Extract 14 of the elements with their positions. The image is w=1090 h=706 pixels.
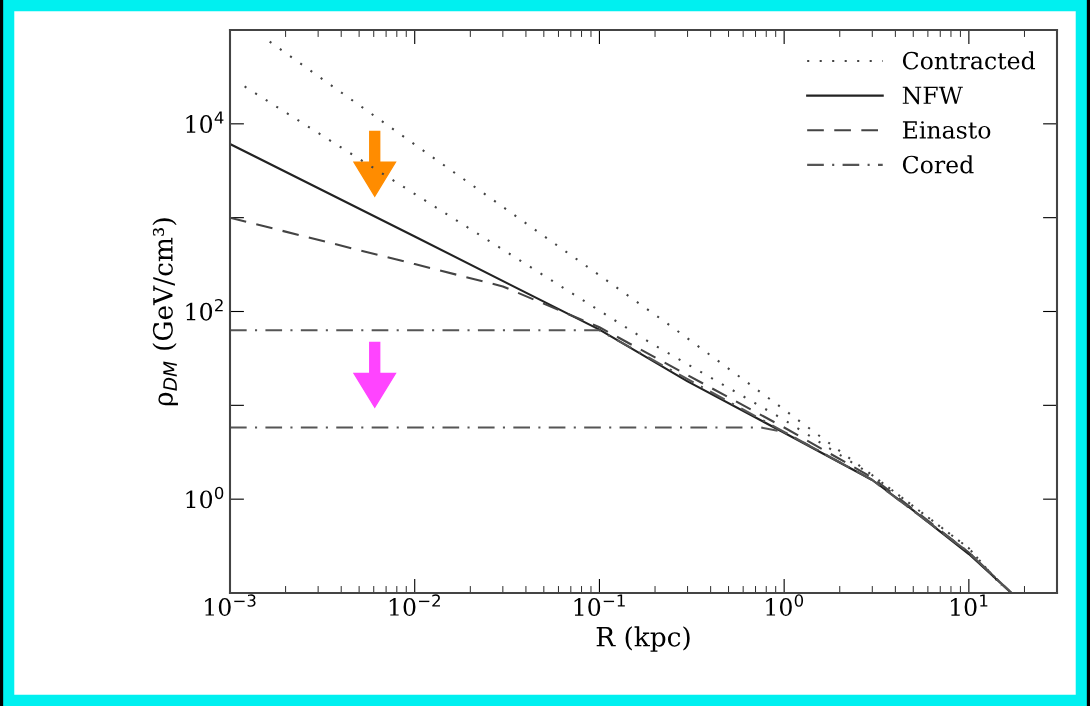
legend-label: Cored (902, 155, 974, 174)
legend-label: Contracted (902, 51, 1036, 70)
y-axis-title: ρ$_{DM}$ (GeV/cm³) (152, 218, 178, 406)
x-tick-label: 10$^{1}$ (950, 594, 988, 616)
y-tick-label: 10$^{2}$ (186, 298, 223, 321)
legend-label: NFW (902, 86, 963, 105)
x-axis-title: R (kpc) (596, 626, 690, 652)
y-tick-label: 10$^{4}$ (186, 111, 224, 133)
x-tick-label: 10$^{−1}$ (574, 594, 625, 616)
x-tick-label: 10$^{−2}$ (389, 594, 440, 616)
y-tick-label: 10$^{0}$ (186, 486, 224, 509)
legend-label: Einasto (902, 121, 991, 139)
x-tick-label: 10$^{0}$ (766, 594, 804, 616)
x-tick-label: 10$^{−3}$ (205, 594, 256, 616)
